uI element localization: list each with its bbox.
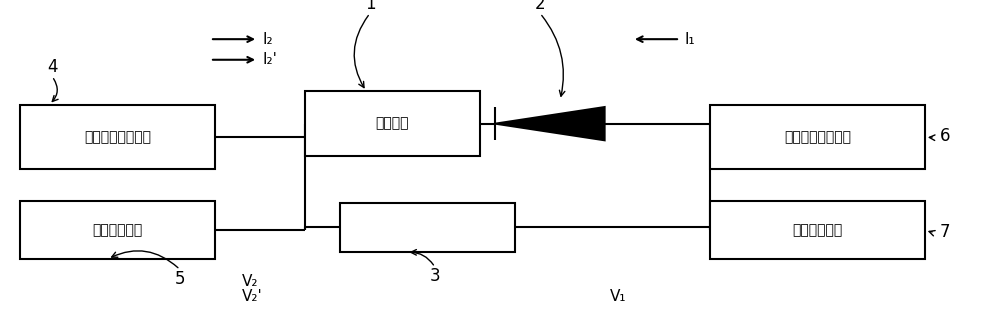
Text: I₂': I₂' [263, 52, 278, 67]
Text: 第二信号施加焊垫: 第二信号施加焊垫 [784, 130, 851, 144]
Text: 4: 4 [47, 58, 57, 76]
Bar [305, 91, 480, 156]
Bar [710, 105, 925, 169]
Text: 第二测试焊垫: 第二测试焊垫 [792, 223, 843, 237]
Text: 被测试件: 被测试件 [376, 117, 409, 131]
Text: V₂': V₂' [242, 289, 263, 304]
Bar [340, 203, 515, 252]
Bar [710, 201, 925, 259]
Text: I₁: I₁ [685, 32, 696, 47]
Text: 第一测试焊垫: 第一测试焊垫 [92, 223, 143, 237]
Bar [20, 201, 215, 259]
Text: 6: 6 [940, 127, 950, 145]
Text: V₁: V₁ [610, 289, 626, 304]
Text: 5: 5 [175, 270, 185, 288]
Text: 3: 3 [430, 267, 440, 285]
Polygon shape [495, 107, 605, 140]
Text: I₂: I₂ [263, 32, 274, 47]
Text: V₂: V₂ [242, 274, 258, 289]
Text: 第一信号施加焊垫: 第一信号施加焊垫 [84, 130, 151, 144]
Bar [20, 105, 215, 169]
Text: 7: 7 [940, 223, 950, 241]
Text: 2: 2 [535, 0, 545, 13]
Text: 1: 1 [365, 0, 375, 13]
